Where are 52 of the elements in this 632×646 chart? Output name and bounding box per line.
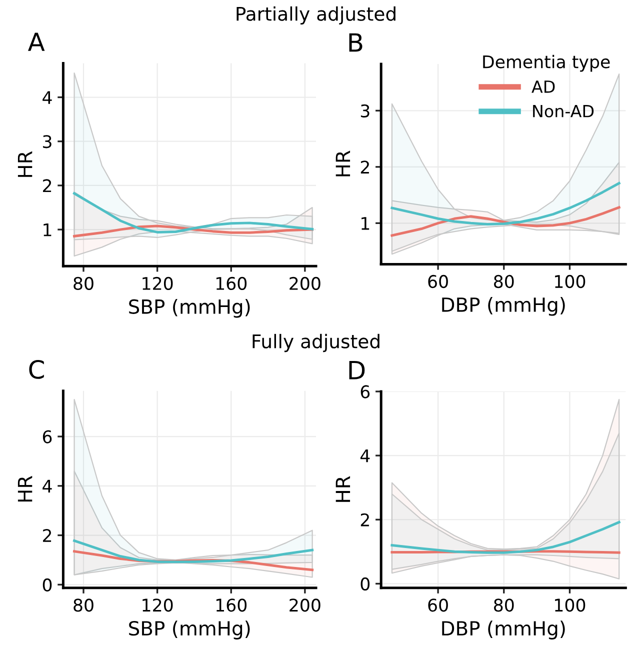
text: Partially adjusted <box>236 6 396 25</box>
text: Fully adjusted <box>252 334 380 352</box>
x-tick-label: 60 <box>428 274 448 288</box>
legend-title: Dementia type <box>483 54 610 72</box>
y-tick-label: 2 <box>43 179 52 192</box>
y-axis-title: HR <box>18 151 32 177</box>
x-tick-label: 200 <box>290 598 320 612</box>
y-tick-label: 4 <box>42 91 52 104</box>
line-series <box>390 182 620 226</box>
line-series <box>390 206 620 237</box>
y-tick-label: 1 <box>362 217 370 230</box>
x-tick-label: 160 <box>216 598 247 612</box>
x-tick-label: 80 <box>494 274 514 288</box>
line-series <box>73 192 314 234</box>
y-tick-label: 2 <box>360 513 369 526</box>
y-tick-label: 4 <box>360 449 370 462</box>
x-tick-label: 100 <box>555 274 586 288</box>
y-tick-label: 6 <box>42 430 52 444</box>
y-tick-label: 3 <box>43 135 52 148</box>
chart-title: D <box>349 360 365 380</box>
y-axis-title: HR <box>18 476 32 502</box>
x-tick-label: 200 <box>290 276 320 290</box>
x-tick-label: 120 <box>142 276 173 290</box>
x-axis-title: SBP (mmHg) <box>129 620 250 640</box>
x-tick-label: 100 <box>555 598 586 612</box>
x-tick-label: 80 <box>494 598 514 612</box>
chart-title: B <box>349 33 362 52</box>
x-tick-label: 60 <box>428 598 448 612</box>
y-tick-label: 1 <box>44 223 52 236</box>
y-axis-title: HR <box>336 150 350 176</box>
x-axis-title: DBP (mmHg) <box>442 620 565 640</box>
chart-title: C <box>29 360 44 379</box>
x-tick-label: 120 <box>142 598 173 612</box>
x-axis-title: DBP (mmHg) <box>442 297 565 316</box>
chart-title: A <box>28 32 45 51</box>
x-tick-label: 80 <box>74 276 94 290</box>
x-axis-title: SBP (mmHg) <box>129 298 250 318</box>
y-tick-label: 2 <box>43 528 52 542</box>
y-axis-title: HR <box>336 476 350 502</box>
x-tick-label: 160 <box>216 276 247 290</box>
y-tick-label: 0 <box>42 578 52 592</box>
line-series <box>390 520 620 554</box>
legend-label: AD <box>532 80 555 93</box>
y-tick-label: 4 <box>42 480 52 492</box>
y-tick-label: 6 <box>360 385 370 398</box>
line-series <box>73 539 314 564</box>
x-tick-label: 80 <box>74 598 94 612</box>
line-series <box>73 224 314 238</box>
y-tick-label: 3 <box>360 104 370 118</box>
legend-label: Non-AD <box>533 105 594 118</box>
y-tick-label: 2 <box>360 160 369 174</box>
y-tick-label: 0 <box>360 577 370 591</box>
